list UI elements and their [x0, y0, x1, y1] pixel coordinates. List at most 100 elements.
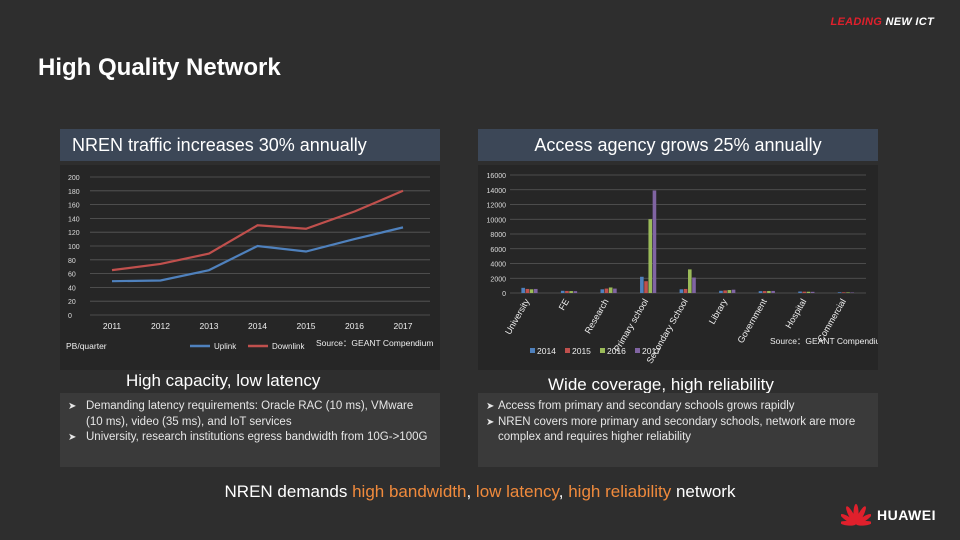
x-tick-label: 2013 — [200, 321, 219, 331]
chart-source-line1: Source：GEANT Compendium — [770, 336, 878, 346]
bar-2014-secondary-school — [679, 289, 684, 293]
x-tick-label: University — [503, 297, 532, 337]
y-tick-label: 40 — [68, 285, 76, 292]
legend-label: 2014 — [537, 346, 556, 356]
y-tick-label: 60 — [68, 272, 76, 279]
brand-tag-part2: NEW ICT — [885, 16, 934, 28]
right-panel-header: Access agency grows 25% annually — [478, 129, 878, 161]
tagline-sep: , — [466, 482, 476, 501]
bullet-text: Access from primary and secondary school… — [498, 400, 795, 412]
arrow-bullet-icon: ➤ — [486, 401, 495, 412]
bar-2014-commercial — [837, 292, 842, 293]
huawei-wordmark: HUAWEI — [877, 507, 936, 523]
x-tick-label: 2014 — [248, 321, 267, 331]
bar-2014-university — [521, 287, 525, 293]
huawei-logo: HUAWEI — [841, 502, 936, 528]
nren-traffic-chart-svg: 0 20 40 60 80 100 120 140 160 180 200 2011 2012 2013 2… — [66, 175, 433, 351]
bar-2015-research — [604, 288, 609, 293]
nren-traffic-chart: 0 20 40 60 80 100 120 140 160 180 200 2011 2012 2013 2… — [60, 165, 440, 370]
huawei-flower-icon — [841, 504, 871, 526]
tagline-post: network — [671, 482, 736, 501]
bar-2014-primary-school — [640, 276, 644, 293]
legend-label: 2017 — [642, 346, 661, 356]
legend-label: Uplink — [214, 342, 237, 351]
y-tick-label: 6000 — [490, 247, 506, 254]
x-tick-label: 2017 — [394, 321, 413, 331]
y-tick-label: 200 — [68, 175, 80, 182]
bar-2015-fe — [565, 290, 569, 293]
bar-2017-library — [731, 289, 736, 293]
tagline-highlight-reliability: high reliability — [568, 482, 672, 501]
y-tick-label: 10000 — [487, 217, 507, 224]
bar-2016-commercial — [846, 292, 850, 293]
bullet-text: University, research institutions egress… — [86, 431, 428, 443]
bar-2015-primary-school — [644, 281, 648, 293]
page-title: High Quality Network — [38, 54, 281, 81]
left-panel-subtitle: High capacity, low latency — [126, 371, 321, 390]
y-tick-label: 2000 — [490, 276, 506, 283]
y-tick-label: 140 — [68, 216, 80, 223]
left-panel-header: NREN traffic increases 30% annually — [60, 129, 440, 161]
bar-2016-research — [608, 287, 613, 293]
bar-2015-commercial — [842, 292, 846, 293]
x-tick-label: Government — [735, 297, 769, 345]
bar-2017-commercial — [850, 292, 855, 293]
legend-label: Downlink — [272, 342, 305, 351]
bar-2015-hospital — [802, 291, 807, 293]
right-panel-subtitle: Wide coverage, high reliability — [548, 375, 774, 394]
y-axis-label: PB/quarter — [66, 341, 107, 351]
tagline-highlight-bandwidth: high bandwidth — [352, 482, 467, 501]
x-tick-label: Hospital — [783, 297, 808, 330]
bar-2015-government — [762, 291, 767, 293]
bar-2014-government — [758, 291, 763, 293]
x-tick-label: 2015 — [297, 321, 316, 331]
tagline-pre: NREN demands — [224, 482, 353, 501]
y-tick-label: 100 — [68, 244, 80, 251]
x-tick-label: FE — [557, 297, 571, 312]
x-tick-label: Library — [707, 297, 730, 326]
x-tick-label: 2012 — [151, 321, 170, 331]
bar-2016-university — [529, 289, 534, 293]
bullet-text: NREN covers more primary and secondary s… — [498, 415, 856, 444]
tagline: NREN demands high bandwidth, low latency… — [0, 482, 960, 502]
bar-2016-secondary-school — [688, 269, 692, 293]
access-agency-chart-svg: 0 2000 4000 6000 8000 10000 12000 14000 16000 Uni… — [487, 173, 888, 365]
bar-2016-fe — [569, 291, 573, 293]
y-tick-label: 8000 — [490, 232, 506, 239]
legend-swatch — [635, 348, 640, 353]
y-tick-label: 14000 — [487, 188, 507, 195]
brand-tagline: LEADING NEW ICT — [830, 16, 934, 28]
arrow-bullet-icon: ➤ — [68, 401, 77, 412]
legend-swatch — [530, 348, 535, 353]
bullet-item: ➤ Demanding latency requirements: Oracle … — [68, 399, 432, 430]
bar-2015-university — [525, 288, 530, 293]
y-tick-label: 4000 — [490, 262, 506, 269]
series-line-downlink — [111, 189, 404, 272]
legend-swatch — [600, 348, 605, 353]
y-tick-label: 80 — [68, 258, 76, 265]
legend-label: 2016 — [607, 346, 626, 356]
access-agency-chart: 0 2000 4000 6000 8000 10000 12000 14000 16000 Uni… — [478, 165, 888, 370]
bar-2014-fe — [560, 290, 565, 293]
chart-source-line1: Source：GEANT Compendium — [316, 338, 433, 348]
bar-2017-secondary-school — [692, 277, 696, 293]
bar-2017-fe — [573, 291, 578, 293]
bar-2014-hospital — [798, 291, 802, 293]
bar-2016-hospital — [806, 291, 811, 293]
left-panel-bullets: ➤ Demanding latency requirements: Oracle … — [60, 393, 440, 467]
y-tick-label: 160 — [68, 203, 80, 210]
bullet-item: ➤ Access from primary and secondary schoo… — [486, 399, 870, 415]
bar-2017-government — [771, 290, 775, 293]
bar-2017-hospital — [810, 291, 815, 293]
tagline-highlight-latency: low latency — [475, 482, 559, 501]
bullet-text: Demanding latency requirements: Oracle R… — [86, 400, 414, 428]
bar-2016-government — [767, 291, 771, 293]
bullet-item: ➤ University, research institutions egres… — [68, 430, 432, 446]
bar-2017-primary-school — [652, 190, 657, 293]
bar-2016-primary-school — [648, 219, 653, 293]
y-tick-label: 16000 — [487, 173, 507, 180]
x-tick-label: 2016 — [345, 321, 364, 331]
bar-2016-library — [727, 290, 732, 293]
bullet-item: ➤ NREN covers more primary and secondary … — [486, 415, 870, 446]
series-line-uplink — [111, 226, 404, 283]
